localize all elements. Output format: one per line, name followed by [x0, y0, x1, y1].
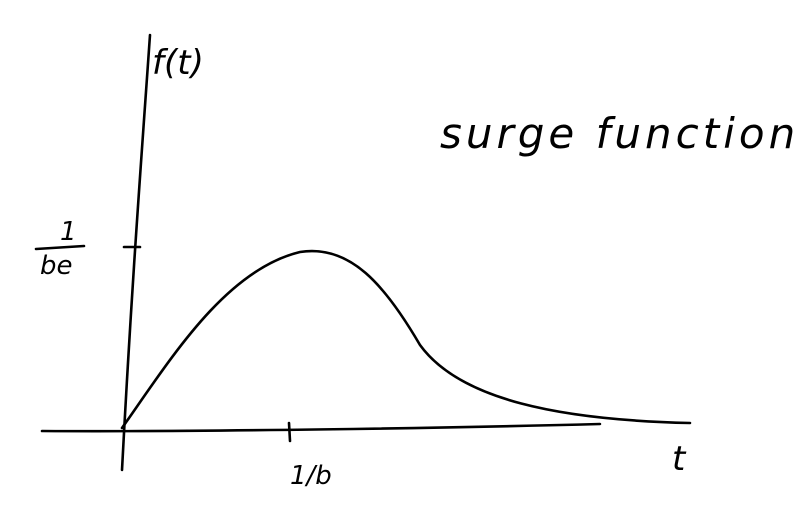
x-axis: [40, 422, 602, 433]
y-axis-label: f(t): [152, 43, 204, 83]
y-tick-numerator: 1: [60, 217, 77, 247]
y-axis: [120, 33, 152, 472]
x-tick-label: 1/b: [290, 461, 332, 491]
x-tick-mark: [287, 421, 292, 443]
figure-title: surge function: [440, 109, 799, 158]
y-tick-denominator: be: [40, 251, 73, 281]
x-axis-label: t: [672, 439, 687, 479]
surge-curve: [120, 249, 692, 430]
y-tick-fraction-bar: [34, 244, 86, 251]
